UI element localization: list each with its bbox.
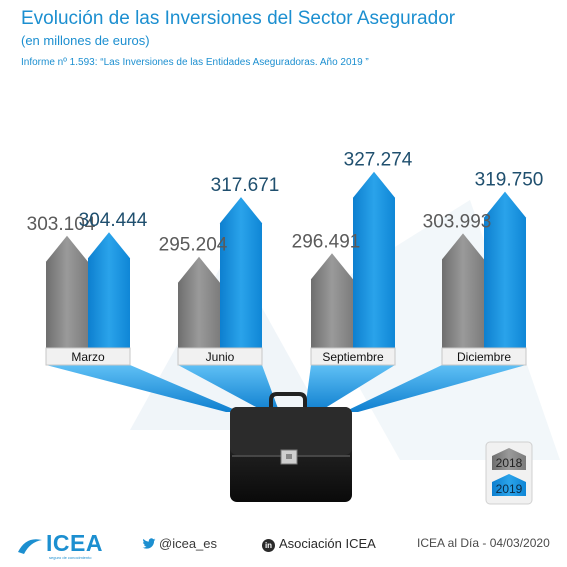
category-label-diciembre: Diciembre — [457, 350, 511, 364]
category-plate — [310, 347, 396, 366]
category-plate — [45, 347, 131, 366]
linkedin-name: Asociación ICEA — [279, 536, 376, 551]
bar-2018-marzo — [46, 235, 88, 350]
linkedin-link[interactable]: in Asociación ICEA — [262, 536, 376, 552]
bar-2018-septiembre — [311, 253, 353, 350]
category-plate — [177, 347, 263, 366]
twitter-handle: @icea_es — [159, 536, 218, 551]
category-label-junio: Junio — [206, 350, 235, 364]
twitter-icon — [142, 538, 156, 549]
legend: 2018 2019 — [485, 441, 533, 505]
bar-2019-junio — [220, 197, 262, 350]
legend-label-2019: 2019 — [496, 482, 523, 496]
briefcase-icon — [230, 392, 352, 502]
legend-swatch-2018 — [492, 448, 526, 470]
value-label-2019-diciembre: 319.750 — [475, 170, 544, 191]
footer: ICEA seguro de conocimiento @icea_es in A… — [0, 520, 567, 567]
value-label-2018-junio: 295.204 — [159, 235, 228, 256]
category-label-septiembre: Septiembre — [322, 350, 384, 364]
logo-text: ICEA — [46, 530, 103, 556]
value-label-2019-marzo: 304.444 — [79, 210, 148, 231]
category-label-marzo: Marzo — [71, 350, 105, 364]
value-label-2018-septiembre: 296.491 — [292, 231, 361, 252]
category-labels: Marzo Junio Septiembre Diciembre — [45, 347, 527, 366]
logo-tagline: seguro de conocimiento — [49, 555, 92, 560]
light-beam — [304, 365, 395, 412]
source-note: Informe nº 1.593: “Las Inversiones de la… — [21, 57, 369, 68]
light-beam — [178, 365, 280, 412]
bar-2019-marzo — [88, 232, 130, 350]
bars — [46, 171, 526, 350]
legend-label-2018: 2018 — [496, 456, 523, 470]
icea-logo: ICEA seguro de conocimiento — [16, 530, 116, 560]
value-label-2019-junio: 317.671 — [211, 175, 280, 196]
publication-date: ICEA al Día - 04/03/2020 — [417, 536, 550, 550]
category-plate — [441, 347, 527, 366]
chart-subtitle: (en millones de euros) — [21, 33, 150, 48]
legend-swatch-2019 — [492, 474, 526, 496]
bar-2018-diciembre — [442, 233, 484, 350]
value-label-2018-marzo: 303.104 — [27, 214, 96, 235]
value-label-2019-septiembre: 327.274 — [344, 150, 413, 171]
chart-title: Evolución de las Inversiones del Sector … — [21, 8, 456, 29]
twitter-link[interactable]: @icea_es — [142, 536, 217, 551]
light-beam — [46, 365, 240, 412]
bar-2018-junio — [178, 256, 220, 350]
bar-2019-diciembre — [484, 191, 526, 350]
bar-2019-septiembre — [353, 171, 395, 350]
light-beams — [46, 365, 526, 412]
linkedin-icon: in — [262, 539, 275, 552]
value-label-2018-diciembre: 303.993 — [423, 211, 492, 232]
logo-icon — [18, 539, 42, 554]
light-beam — [344, 365, 526, 412]
